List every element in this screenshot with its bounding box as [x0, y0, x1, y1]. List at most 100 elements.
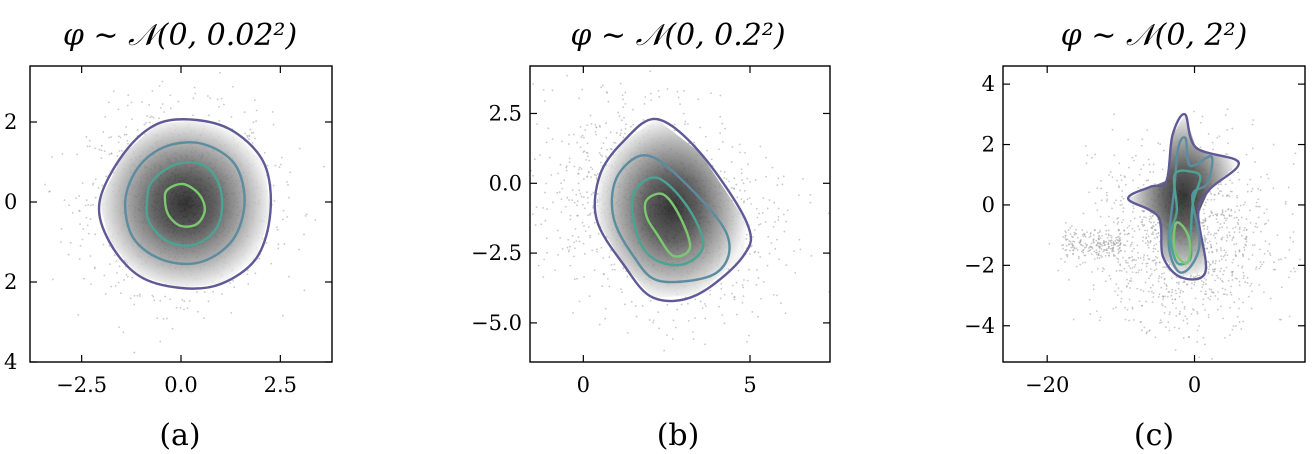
sample-point	[753, 229, 756, 231]
sample-point	[738, 151, 741, 154]
sample-point	[104, 292, 107, 295]
sample-point	[1211, 250, 1213, 253]
sample-point	[1097, 235, 1100, 238]
sample-point	[1224, 183, 1227, 186]
sample-point	[1137, 186, 1140, 189]
sample-point	[1226, 236, 1229, 239]
sample-point	[1263, 252, 1266, 255]
sample-point	[1068, 239, 1071, 242]
sample-point	[194, 92, 197, 95]
sample-point	[676, 308, 679, 311]
sample-point	[746, 177, 749, 180]
sample-point	[1128, 280, 1131, 282]
sample-point	[588, 295, 591, 297]
sample-point	[1082, 235, 1085, 238]
sample-point	[1124, 259, 1127, 262]
sample-point	[1115, 236, 1117, 239]
sample-point	[600, 86, 603, 89]
sample-point	[1204, 283, 1207, 285]
sample-point	[1231, 127, 1234, 130]
sample-point	[1258, 267, 1261, 270]
sample-point	[77, 313, 80, 316]
sample-point	[526, 88, 528, 90]
sample-point	[740, 172, 743, 175]
sample-point	[1141, 240, 1144, 242]
sample-point	[203, 317, 205, 320]
sample-point	[573, 241, 576, 244]
sample-point	[1101, 270, 1104, 273]
sample-point	[635, 315, 638, 318]
sample-point	[565, 169, 568, 172]
sample-point	[1231, 328, 1234, 331]
sample-point	[1109, 171, 1112, 174]
sample-point	[739, 189, 741, 192]
sample-point	[1196, 274, 1199, 276]
sample-point	[1100, 187, 1103, 190]
sample-point	[554, 269, 557, 272]
sample-point	[576, 141, 578, 144]
sample-point	[755, 207, 758, 210]
sample-point	[1232, 237, 1234, 240]
sample-point	[154, 380, 156, 382]
sample-point	[534, 224, 537, 227]
sample-point	[777, 207, 780, 210]
sample-point	[1150, 221, 1153, 224]
sample-point	[1094, 153, 1097, 156]
sample-point	[161, 103, 164, 105]
y-tick-label: 4	[982, 72, 995, 96]
sample-point	[1128, 319, 1130, 322]
sample-point	[1095, 244, 1098, 247]
sample-point	[1274, 268, 1277, 271]
sample-point	[1236, 315, 1239, 318]
sample-point	[243, 111, 246, 114]
sample-point	[1217, 229, 1220, 232]
sample-point	[595, 126, 598, 129]
sample-point	[1118, 239, 1121, 242]
sample-point	[793, 250, 795, 253]
sample-point	[67, 253, 70, 256]
x-tick-label: 2.5	[264, 373, 297, 397]
sample-point	[1238, 228, 1241, 230]
sample-point	[1162, 266, 1164, 269]
sample-point	[1192, 308, 1194, 310]
sample-point	[604, 155, 607, 158]
sample-point	[1235, 243, 1238, 245]
sample-point	[1208, 240, 1211, 243]
sample-point	[1182, 290, 1185, 293]
sample-point	[1106, 198, 1109, 201]
sample-point	[687, 319, 690, 322]
sample-point	[1220, 213, 1223, 216]
sample-point	[1151, 301, 1154, 304]
sample-point	[1141, 304, 1144, 307]
sample-point	[1204, 309, 1206, 311]
sample-point	[1092, 284, 1095, 287]
sample-point	[1154, 183, 1156, 185]
sample-point	[576, 204, 578, 207]
sample-point	[85, 199, 88, 202]
sample-point	[751, 244, 753, 247]
sample-point	[1101, 234, 1103, 237]
sample-point	[1112, 250, 1115, 253]
sample-point	[1111, 128, 1114, 131]
sample-point	[746, 279, 749, 282]
sample-point	[735, 281, 738, 284]
sample-point	[710, 92, 713, 95]
sample-point	[1238, 250, 1241, 253]
sample-point	[1175, 281, 1178, 284]
sample-point	[1071, 235, 1073, 238]
sample-point	[1225, 266, 1228, 269]
sample-point	[1209, 243, 1212, 246]
sample-point	[1213, 198, 1216, 201]
sample-point	[1186, 318, 1188, 320]
sample-point	[545, 237, 548, 240]
sample-point	[1204, 343, 1207, 346]
sample-point	[1130, 280, 1133, 282]
sample-point	[576, 200, 579, 203]
sample-point	[525, 211, 527, 213]
sample-point	[1140, 221, 1143, 224]
sample-point	[586, 201, 589, 204]
sample-point	[1110, 236, 1113, 239]
sample-point	[613, 263, 616, 266]
sample-point	[1127, 282, 1130, 285]
sample-point	[1214, 295, 1217, 297]
